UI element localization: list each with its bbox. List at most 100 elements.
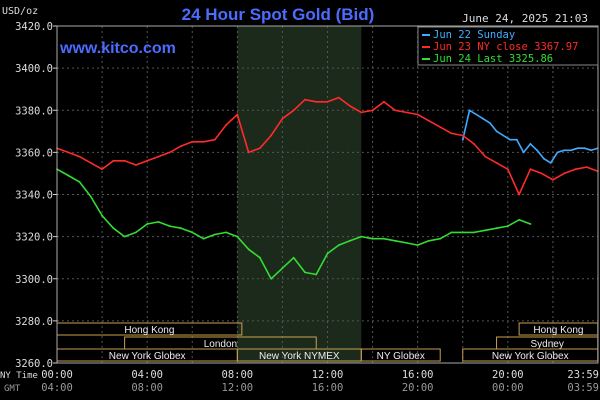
data-point [89, 195, 92, 198]
y-tick-label: 3380.0 [15, 105, 53, 117]
data-point [259, 256, 261, 259]
data-point [326, 100, 329, 103]
data-point [450, 231, 453, 234]
x-tick-label-gmt: 20:00 [402, 382, 434, 394]
data-point [202, 237, 205, 240]
y-tick-label: 3360.0 [15, 147, 53, 159]
data-point [292, 109, 295, 112]
data-point [416, 244, 419, 247]
data-point [360, 111, 363, 114]
legend-box [417, 26, 599, 66]
data-point [225, 124, 228, 126]
data-point [236, 235, 239, 238]
legend-entry: Jun 24 Last 3325.86 [433, 53, 553, 65]
data-point [552, 178, 554, 181]
x-tick-label-gmt: 04:00 [41, 382, 73, 394]
data-point [123, 235, 126, 238]
data-point [461, 138, 464, 141]
data-point [383, 237, 385, 240]
chart-grid [56, 25, 599, 364]
session-label: New York Globex [492, 351, 569, 362]
chart-series-group [56, 96, 599, 280]
data-point [135, 164, 137, 166]
data-point [360, 235, 363, 238]
data-point [405, 242, 408, 244]
data-point [509, 138, 511, 141]
x-axis-label-gmt: GMT [4, 384, 21, 394]
data-point [495, 162, 498, 164]
session-bar [360, 348, 441, 362]
data-point [146, 159, 149, 162]
data-point [529, 143, 532, 145]
data-point [157, 155, 160, 158]
data-point [563, 172, 566, 175]
website-label: www.kitco.com [59, 40, 176, 57]
data-point [484, 155, 487, 158]
data-point [495, 130, 498, 133]
data-point [101, 168, 103, 171]
data-point [518, 193, 520, 196]
data-point [383, 100, 385, 103]
data-point [123, 159, 126, 162]
data-point [101, 214, 103, 217]
data-point [576, 147, 579, 150]
y-tick-label: 3300.0 [15, 274, 53, 286]
data-point [563, 149, 566, 152]
data-point [439, 126, 442, 128]
chart-date: June 24, 2025 21:03 [462, 12, 588, 25]
data-point [590, 149, 593, 152]
data-point [78, 181, 81, 183]
x-tick-label-gmt: 16:00 [312, 382, 344, 394]
data-point [495, 227, 498, 230]
x-tick-label-gmt: 12:00 [222, 382, 254, 394]
data-point [518, 218, 520, 221]
data-point [482, 117, 484, 120]
data-point [236, 113, 239, 116]
data-point [337, 96, 340, 99]
data-point [450, 132, 453, 135]
data-point [146, 223, 149, 225]
data-point [281, 117, 284, 120]
data-point [461, 231, 464, 234]
data-point [67, 174, 70, 177]
data-point [225, 231, 228, 234]
data-point [247, 248, 250, 251]
data-point [529, 168, 532, 171]
data-point [543, 157, 545, 160]
data-point [89, 162, 92, 164]
data-point [304, 98, 306, 101]
data-point [213, 138, 216, 141]
data-point [315, 100, 318, 103]
x-tick-label-ny: 12:00 [312, 369, 344, 381]
y-tick-label: 3340.0 [15, 190, 53, 202]
data-point [168, 151, 171, 154]
data-point [213, 233, 216, 236]
x-tick-label-gmt: 00:00 [492, 382, 524, 394]
data-point [416, 113, 419, 116]
session-label: Sydney [530, 339, 563, 350]
x-tick-label-gmt: 08:00 [131, 382, 163, 394]
data-point [529, 223, 532, 225]
data-point [371, 237, 374, 240]
data-point [191, 140, 194, 143]
y-tick-label: 3260.0 [15, 358, 53, 370]
data-point [428, 239, 430, 242]
chart-axes: 3420.0 3400.0 3380.0 3360.0 3340.0 3320.0 3300… [0, 21, 599, 394]
data-point [270, 134, 272, 137]
y-tick-label: 3280.0 [15, 316, 53, 328]
data-point [168, 225, 171, 228]
data-point [112, 227, 115, 230]
data-point [78, 155, 81, 158]
chart-title: 24 Hour Spot Gold (Bid) [182, 5, 375, 24]
data-point [191, 231, 194, 234]
data-point [515, 138, 518, 141]
y-tick-label: 3320.0 [15, 232, 53, 244]
data-point [468, 109, 471, 112]
data-point [157, 221, 160, 223]
x-tick-label-ny: 08:00 [222, 369, 254, 381]
session-label: New York NYMEX [259, 351, 340, 362]
data-point [112, 159, 115, 162]
data-point [461, 134, 464, 137]
